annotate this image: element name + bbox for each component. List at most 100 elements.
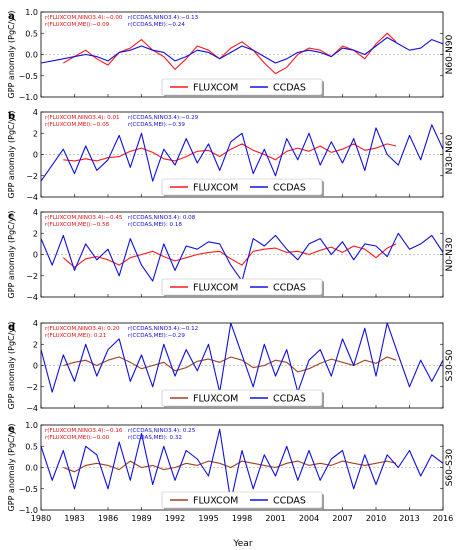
correlation-fluxcom-mei: r(FLUXCOM,MEI):−0.58 bbox=[45, 222, 110, 228]
x-axis: 1980 1983 1986 1989 1992 1995 1998 2001 2004 2007… bbox=[31, 514, 453, 523]
correlation-fluxcom-nino: r(FLUXCOM,NINO3.4):−0.00 bbox=[45, 15, 123, 21]
y-tick-label: 0 bbox=[33, 362, 38, 371]
x-tick-label: 1998 bbox=[232, 514, 252, 523]
series-line-fluxcom bbox=[63, 143, 397, 162]
chart-panel-d: −4 −2 0 2 4 d S30-S0 GPP anomaly (PgC/yr) r(FLUX… bbox=[7, 319, 455, 413]
correlation-fluxcom-mei: r(FLUXCOM,MEI):−0.09 bbox=[45, 22, 110, 28]
legend-label-ccdas: CCDAS bbox=[273, 495, 306, 506]
correlation-fluxcom-nino: r(FLUXCOM,NINO3.4):−0.16 bbox=[45, 428, 123, 434]
correlation-ccdas-nino: r(CCDAS,NINO3.4):−0.13 bbox=[128, 15, 199, 21]
series-group bbox=[41, 32, 443, 75]
chart-panel-c: −4 −2 0 2 4 c N0-N30 GPP anomaly (PgC/yr) r(FLUX… bbox=[7, 208, 455, 302]
legend-label-ccdas: CCDAS bbox=[273, 182, 306, 193]
y-tick-label: 1.0 bbox=[25, 8, 38, 17]
y-tick-label: −2 bbox=[26, 383, 38, 392]
y-tick-label: 2 bbox=[33, 340, 38, 349]
y-axis-title: GPP anomaly (PgC/yr) bbox=[7, 111, 16, 199]
series-group bbox=[41, 323, 443, 393]
x-tick-label: 2010 bbox=[366, 514, 386, 523]
correlation-fluxcom-mei: r(FLUXCOM,MEI):−0.00 bbox=[45, 435, 110, 441]
legend-label-ccdas: CCDAS bbox=[273, 393, 306, 404]
y-tick-label: 4 bbox=[33, 319, 38, 328]
legend-label-fluxcom: FLUXCOM bbox=[193, 182, 238, 193]
y-tick-label: −4 bbox=[26, 293, 38, 302]
series-line-ccdas bbox=[41, 232, 443, 282]
legend-label-fluxcom: FLUXCOM bbox=[193, 82, 238, 93]
series-group bbox=[41, 428, 443, 503]
series-line-fluxcom bbox=[62, 243, 397, 268]
correlation-ccdas-mei: r(CCDAS,MEI): 0.18 bbox=[128, 222, 182, 228]
panel-label: b bbox=[8, 111, 15, 122]
x-tick-label: 2013 bbox=[399, 514, 419, 523]
correlation-fluxcom-mei: r(FLUXCOM,MEI): 0.21 bbox=[45, 333, 107, 339]
x-tick-label: 2004 bbox=[299, 514, 319, 523]
y-tick-label: −4 bbox=[26, 404, 38, 413]
y-tick-label: 0.0 bbox=[25, 51, 38, 60]
x-axis-title: Year bbox=[232, 539, 252, 549]
x-tick-label: 2016 bbox=[433, 514, 453, 523]
y-axis-title: GPP anomaly (PgC/yr) bbox=[7, 211, 16, 299]
y-tick-label: −2 bbox=[26, 172, 38, 181]
legend-box bbox=[161, 389, 323, 407]
x-tick-label: 2007 bbox=[332, 514, 352, 523]
series-line-ccdas bbox=[41, 124, 443, 182]
legend-box bbox=[161, 491, 323, 509]
panel-label: c bbox=[8, 211, 14, 222]
y-tick-label: −0.5 bbox=[19, 485, 38, 494]
legend-box bbox=[161, 278, 323, 296]
x-tick-label: 1986 bbox=[98, 514, 118, 523]
y-tick-label: −4 bbox=[26, 193, 38, 202]
y-tick-label: −1.0 bbox=[19, 506, 38, 515]
legend-box bbox=[161, 78, 323, 96]
legend-label-fluxcom: FLUXCOM bbox=[193, 393, 238, 404]
correlation-ccdas-nino: r(CCDAS,NINO3.4): 0.08 bbox=[128, 215, 196, 221]
correlation-fluxcom-nino: r(FLUXCOM,NINO3.4):−0.45 bbox=[45, 215, 123, 221]
correlation-ccdas-nino: r(CCDAS,NINO3.4):−0.29 bbox=[128, 115, 199, 121]
legend-label-fluxcom: FLUXCOM bbox=[193, 282, 238, 293]
correlation-fluxcom-nino: r(FLUXCOM,NINO3.4): 0.20 bbox=[45, 326, 120, 332]
y-tick-label: 2 bbox=[33, 129, 38, 138]
series-line-ccdas bbox=[41, 323, 443, 393]
correlation-ccdas-mei: r(CCDAS,MEI):−0.24 bbox=[128, 22, 185, 28]
y-tick-label: 0.5 bbox=[25, 442, 38, 451]
y-tick-label: −1.0 bbox=[19, 93, 38, 102]
chart-panel-b: −4 −2 0 2 4 b N30-N60 GPP anomaly (PgC/yr) r(FLU… bbox=[7, 108, 455, 202]
x-tick-label: 2001 bbox=[265, 514, 285, 523]
y-tick-label: 4 bbox=[33, 208, 38, 217]
correlation-ccdas-mei: r(CCDAS,MEI): 0.32 bbox=[128, 435, 182, 441]
region-label: S60-S30 bbox=[445, 448, 455, 486]
region-label: S30-S0 bbox=[445, 349, 455, 381]
y-tick-label: 4 bbox=[33, 108, 38, 117]
series-line-fluxcom bbox=[63, 356, 397, 373]
region-label: N30-N60 bbox=[445, 134, 455, 174]
panels-group: −1.0 −0.5 0.0 0.5 1.0 a N60-N90 GPP anomaly (Pg… bbox=[7, 8, 455, 515]
series-line-ccdas bbox=[41, 36, 443, 64]
y-axis-title: GPP anomaly (PgC/yr) bbox=[7, 322, 16, 410]
y-tick-label: −2 bbox=[26, 272, 38, 281]
legend-box bbox=[161, 178, 323, 196]
x-tick-label: 1983 bbox=[64, 514, 84, 523]
y-tick-label: 2 bbox=[33, 229, 38, 238]
series-group bbox=[41, 124, 443, 182]
y-tick-label: 0.5 bbox=[25, 29, 38, 38]
region-label: N60-N90 bbox=[445, 34, 455, 74]
legend-label-ccdas: CCDAS bbox=[273, 282, 306, 293]
series-line-fluxcom bbox=[63, 460, 397, 473]
x-tick-label: 1989 bbox=[131, 514, 151, 523]
y-tick-label: 1.0 bbox=[25, 421, 38, 430]
chart-panel-a: −1.0 −0.5 0.0 0.5 1.0 a N60-N90 GPP anomaly (Pg… bbox=[7, 8, 455, 102]
correlation-ccdas-mei: r(CCDAS,MEI):−0.39 bbox=[128, 122, 185, 128]
panel-label: a bbox=[8, 11, 15, 22]
chart-panel-e: −1.0 −0.5 0.0 0.5 1.0 e S60-S30 GPP anomaly (Pg… bbox=[7, 421, 455, 515]
legend-label-ccdas: CCDAS bbox=[273, 82, 306, 93]
x-tick-label: 1995 bbox=[198, 514, 218, 523]
y-axis-title: GPP anomaly (PgC/yr) bbox=[7, 424, 16, 512]
panel-label: e bbox=[8, 424, 15, 435]
x-tick-label: 1992 bbox=[165, 514, 185, 523]
y-axis-title: GPP anomaly (PgC/yr) bbox=[7, 11, 16, 99]
y-tick-label: 0.0 bbox=[25, 464, 38, 473]
correlation-ccdas-nino: r(CCDAS,NINO3.4):−0.12 bbox=[128, 326, 198, 332]
correlation-ccdas-nino: r(CCDAS,NINO3.4): 0.25 bbox=[128, 428, 196, 434]
series-group bbox=[41, 232, 443, 282]
